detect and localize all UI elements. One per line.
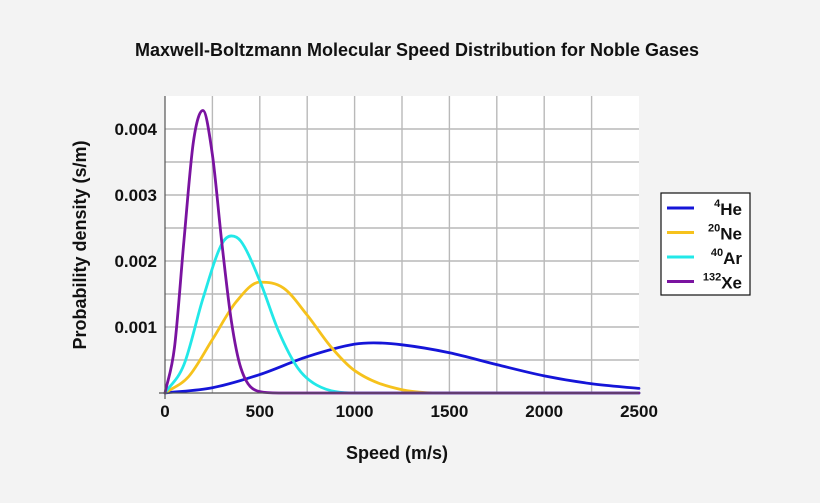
legend-label-xe: 132Xe bbox=[703, 272, 742, 293]
y-tick-label: 0.003 bbox=[114, 186, 157, 205]
series-line-he bbox=[163, 341, 641, 395]
legend-box bbox=[660, 192, 751, 296]
grid-lines bbox=[165, 96, 639, 393]
legend-label-ne: 20Ne bbox=[708, 223, 742, 244]
axes bbox=[159, 96, 639, 399]
y-tick-label: 0.004 bbox=[114, 120, 157, 139]
x-tick-label: 500 bbox=[246, 402, 274, 421]
x-tick-label: 1500 bbox=[430, 402, 468, 421]
y-tick-label: 0.001 bbox=[114, 318, 157, 337]
legend: 4He 20Ne 40Ar 132Xe bbox=[660, 192, 751, 296]
y-tick-label: 0.002 bbox=[114, 252, 157, 271]
x-tick-label: 2000 bbox=[525, 402, 563, 421]
chart-title: Maxwell-Boltzmann Molecular Speed Distri… bbox=[135, 40, 699, 60]
tick-labels: 0 500 1000 1500 2000 2500 0.001 0.002 0.003 0.004 bbox=[114, 120, 657, 421]
y-axis-label: Probability density (s/m) bbox=[70, 140, 90, 349]
legend-label-he: 4He bbox=[714, 198, 742, 219]
x-axis-label: Speed (m/s) bbox=[346, 443, 448, 463]
x-tick-label: 0 bbox=[160, 402, 169, 421]
x-tick-label: 2500 bbox=[620, 402, 658, 421]
legend-label-ar: 40Ar bbox=[711, 247, 743, 268]
x-tick-label: 1000 bbox=[336, 402, 374, 421]
